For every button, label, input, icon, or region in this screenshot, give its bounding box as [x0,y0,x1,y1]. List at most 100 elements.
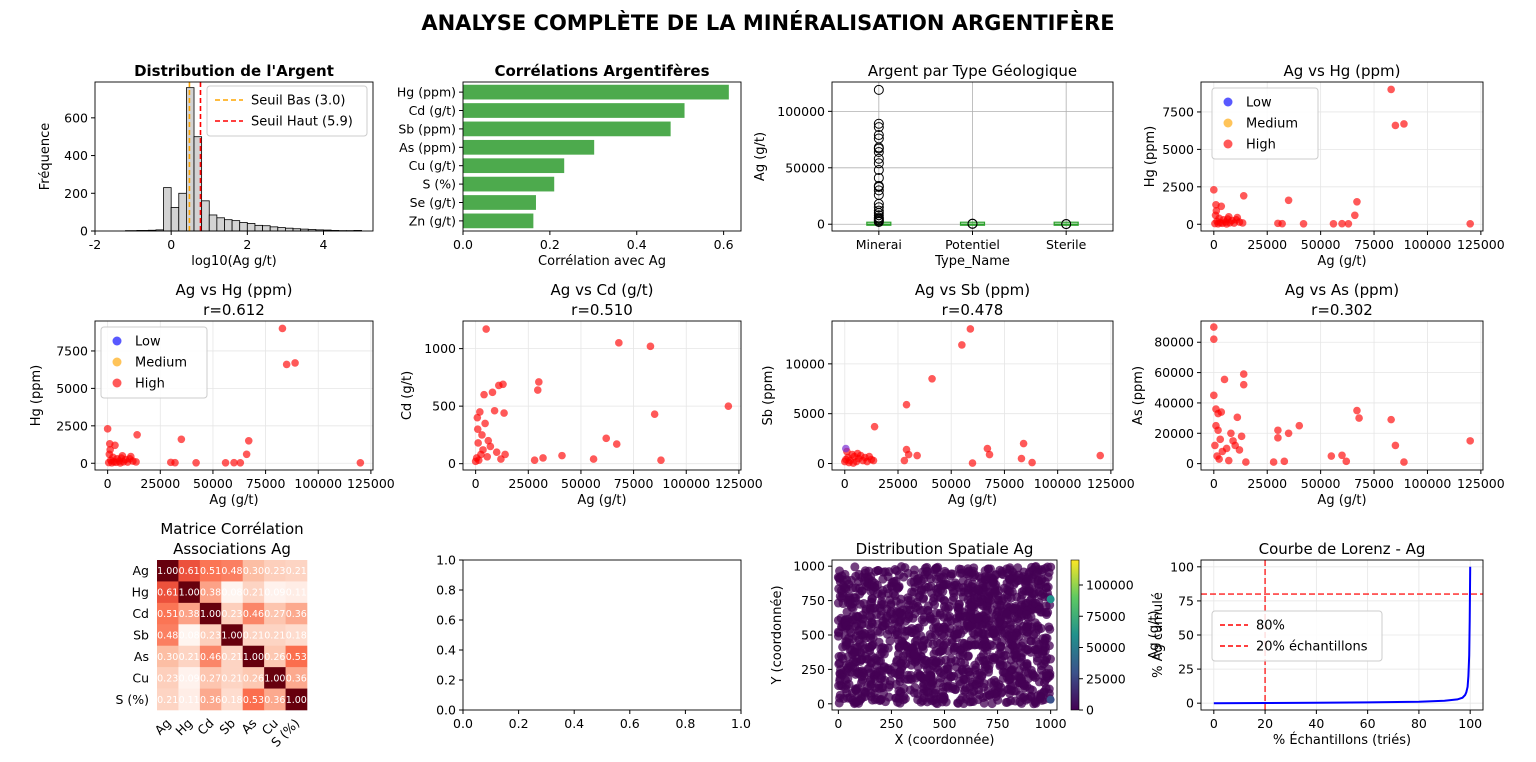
spatial-point [853,626,863,636]
heatmap-cell [157,667,179,689]
spatial-point [851,583,861,593]
chart-title: Associations Ag [173,540,291,558]
x-tick-label: 40 [1308,716,1324,731]
heatmap-value: 0.23 [264,566,285,577]
box-outlier [873,84,884,95]
heatmap-col-label: As [238,716,259,737]
scatter-point [1216,435,1225,444]
heatmap-col-label: Ag [152,716,174,738]
heatmap-cell [242,581,265,604]
spatial-point [1034,605,1044,615]
spatial-point [1008,631,1018,641]
scatter-point [966,325,975,333]
axes-frame [1200,320,1484,471]
spatial-point [835,674,845,684]
scatter-point [928,375,936,383]
x-tick-label: 100 [1458,716,1482,731]
chart-title: Matrice Corrélation [160,520,303,538]
scatter-point [968,459,977,467]
spatial-point [850,562,860,572]
scatter-point [1233,413,1242,422]
y-tick-label: 0.8 [436,583,456,598]
spatial-point [966,621,976,631]
scatter-point [192,459,200,467]
heatmap-value: 0.21 [179,652,200,663]
spatial-point [989,575,999,585]
spatial-point [834,659,844,669]
heatmap-cell [199,667,222,689]
heatmap-cell [264,602,286,625]
scatter-point [1227,429,1235,438]
box-outlier [873,202,884,213]
scatter-point [1355,414,1363,422]
chart-title: Distribution de l'Argent [134,62,334,80]
heatmap-cell [199,645,222,668]
scatter-point [356,459,365,467]
x-tick-label: 50000 [1301,237,1341,252]
spatial-point [1009,580,1019,590]
spatial-point [893,622,903,632]
spatial-point [859,598,869,608]
scatter-point [278,324,287,333]
corr-label: Hg (ppm) [397,85,456,100]
spatial-point [1016,595,1026,605]
scatter-point [242,450,251,459]
spatial-point [914,623,924,633]
spatial-point [895,659,905,669]
y-tick-label: 1000 [424,341,456,356]
heatmap-cell [285,581,308,604]
x-tick-label: 75000 [246,476,286,491]
box-outlier [873,118,884,129]
spatial-point [973,613,983,623]
scatter-point [539,454,547,462]
box-outlier [873,146,884,157]
chart-title: Distribution Spatiale Ag [856,540,1034,558]
x-tick-label: 750 [986,716,1010,731]
hist-bar [246,223,256,232]
x-axis-label: Ag (g/t) [1317,493,1366,508]
spatial-point [966,602,976,612]
chart-title: Courbe de Lorenz - Ag [1259,540,1426,558]
spatial-point [891,576,901,586]
heatmap-cell [157,602,179,625]
axes-frame [462,81,742,232]
corr-label: Se (g/t) [410,195,456,210]
spatial-point [858,614,868,624]
heatmap-cell [242,667,265,689]
x-tick-label: 100000 [294,476,342,491]
box-outlier [873,122,884,133]
x-axis-label: Ag (g/t) [948,493,997,508]
scatter-point [1019,439,1028,448]
legend-label: Medium [135,356,187,371]
legend-marker [1223,97,1233,107]
spatial-point [977,671,987,681]
scatter-point [1353,197,1361,206]
x-tick-label: 75000 [614,476,654,491]
spatial-point [898,651,908,661]
x-tick-label: 1.0 [731,716,751,731]
spatial-point [857,654,867,664]
x-tick-label: 50000 [931,476,971,491]
y-tick-label: 20000 [1154,426,1194,441]
spatial-point [909,570,919,580]
heatmap-value: 1.00 [221,631,242,642]
scatter-point [1239,370,1248,378]
corr-bar [463,158,565,174]
box-outlier [873,165,884,176]
x-tick-label: 0.4 [564,716,584,731]
spatial-point [1011,640,1021,650]
x-tick-label: 0 [834,716,842,731]
scatter-point [1274,426,1282,435]
spatial-point [923,601,933,611]
y-tick-label: 750 [801,593,825,608]
heatmap-cell [264,624,286,647]
spatial-point [1000,629,1010,639]
spatial-point [880,697,890,707]
legend-marker [112,357,122,367]
x-tick-label: 75000 [1354,476,1394,491]
heatmap-value: 0.38 [200,588,221,599]
y-tick-label: 75 [1178,593,1194,608]
hist-bar [201,200,210,232]
x-tick-label: 0.6 [620,716,640,731]
y-tick-label: 0.6 [436,613,456,628]
